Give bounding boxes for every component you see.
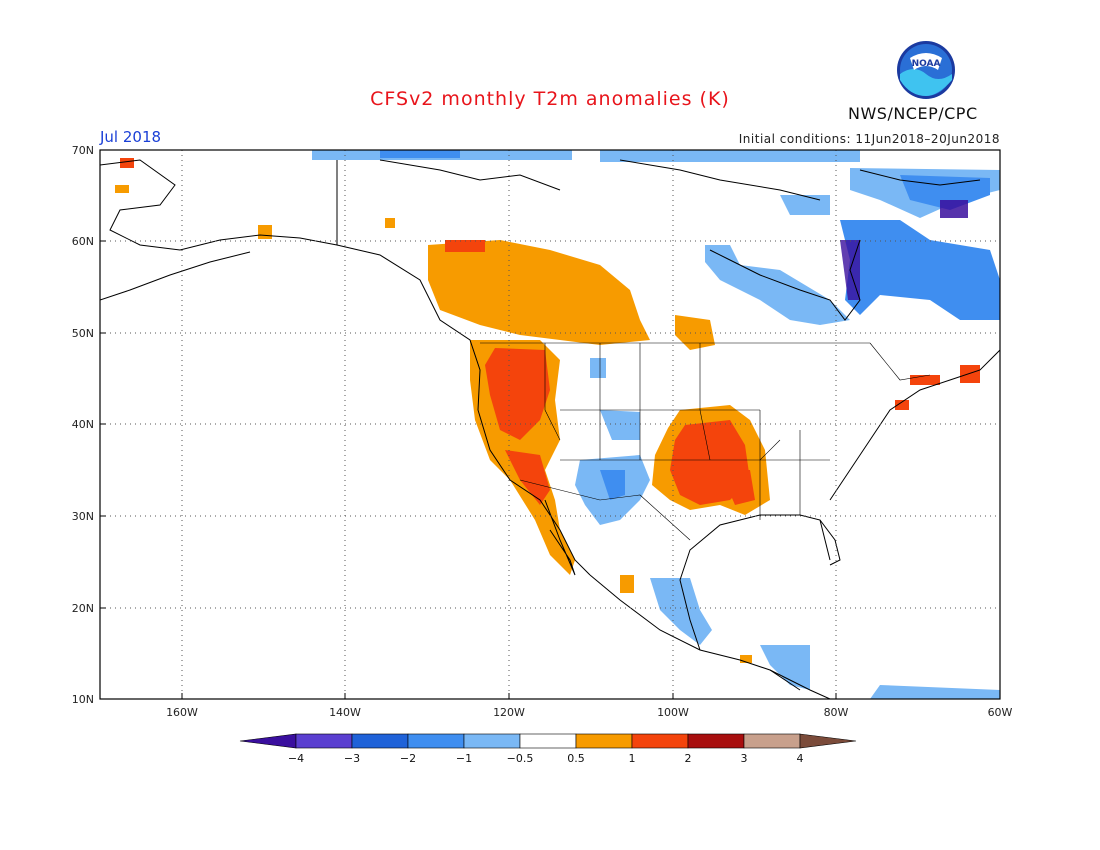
lat-label-60n: 60N: [72, 235, 94, 248]
colorbar-label: 0.5: [567, 752, 585, 765]
colorbar-swatch: [295, 733, 353, 749]
lat-label-40n: 40N: [72, 418, 94, 431]
colorbar-swatch: [407, 733, 465, 749]
axis-ticks: [100, 149, 1001, 700]
initial-conditions: Initial conditions: 11Jun2018–20Jun2018: [738, 132, 1000, 146]
anomaly-shading: [115, 150, 1000, 699]
lat-label-50n: 50N: [72, 327, 94, 340]
colorbar-label: −2: [400, 752, 416, 765]
colorbar-label: 2: [685, 752, 692, 765]
lon-label-160w: 160W: [166, 706, 198, 719]
map-title: CFSv2 monthly T2m anomalies (K): [370, 88, 730, 110]
borders: [480, 342, 931, 541]
colorbar-swatch: [687, 733, 745, 749]
colorbar-swatch: [519, 733, 577, 749]
colorbar-swatch: [743, 733, 801, 749]
forecast-month: Jul 2018: [100, 128, 162, 146]
logo-text: NOAA: [912, 59, 941, 69]
colorbar-label: −1: [456, 752, 472, 765]
lon-label-120w: 120W: [493, 706, 525, 719]
colorbar-swatch: [351, 733, 409, 749]
colorbar-label: −0.5: [507, 752, 534, 765]
colorbar: −4 −3 −2 −1 −0.5 0.5 1 2 3 4: [239, 733, 857, 765]
colorbar-swatch: [631, 733, 689, 749]
colorbar-arrow-high: [799, 733, 857, 749]
coastlines: [100, 159, 1000, 699]
agency-label: NWS/NCEP/CPC: [848, 104, 978, 123]
lat-label-20n: 20N: [72, 602, 94, 615]
lon-label-80w: 80W: [824, 706, 849, 719]
lon-label-100w: 100W: [657, 706, 689, 719]
colorbar-swatch: [575, 733, 633, 749]
lon-label-140w: 140W: [329, 706, 361, 719]
lat-label-10n: 10N: [72, 693, 94, 706]
colorbar-label: −3: [344, 752, 360, 765]
colorbar-swatch: [463, 733, 521, 749]
colorbar-label: 4: [797, 752, 804, 765]
colorbar-label: −4: [288, 752, 304, 765]
noaa-logo: NOAA: [896, 40, 956, 100]
colorbar-label: 3: [741, 752, 748, 765]
graticule: [100, 150, 1000, 699]
colorbar-label: 1: [629, 752, 636, 765]
lon-label-60w: 60W: [988, 706, 1013, 719]
lat-label-70n: 70N: [72, 144, 94, 157]
colorbar-arrow-low: [239, 733, 297, 749]
lat-label-30n: 30N: [72, 510, 94, 523]
